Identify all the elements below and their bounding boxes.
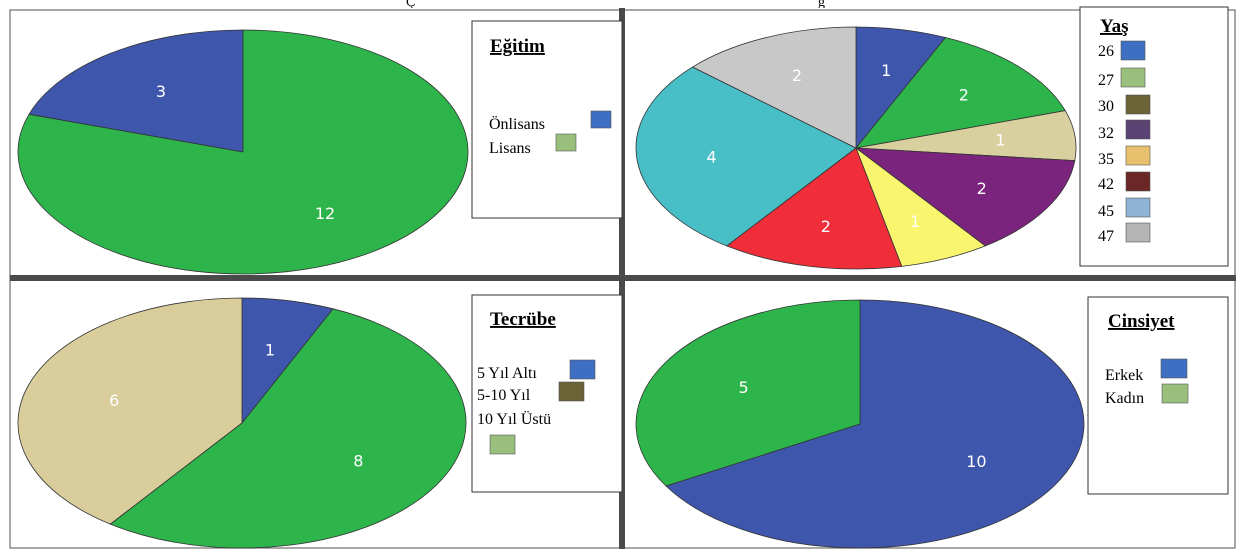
legend-label-2-5: 35 bbox=[1098, 151, 1114, 168]
legend-label-2-4: 32 bbox=[1098, 125, 1114, 142]
legend-swatch-2-8 bbox=[1125, 222, 1151, 243]
legend-swatch-1-2 bbox=[555, 133, 577, 152]
legend-swatch-2-6 bbox=[1125, 171, 1151, 192]
legend-swatch-3-1 bbox=[569, 359, 596, 380]
legend-swatch-2-1 bbox=[1120, 40, 1146, 61]
legend-box-yas bbox=[1079, 6, 1229, 267]
legend-swatch-1-1 bbox=[590, 110, 612, 129]
data-label-4-2: 5 bbox=[739, 378, 749, 397]
legend-box-tecrube bbox=[471, 294, 623, 493]
legend-swatch-2-5 bbox=[1125, 145, 1151, 166]
pie-slice-1-1 bbox=[28, 29, 244, 153]
data-label-2-6: 2 bbox=[821, 217, 831, 236]
data-label-3-3: 6 bbox=[109, 391, 119, 410]
legend-label-2-8: 47 bbox=[1098, 228, 1114, 245]
data-label-4-1: 10 bbox=[966, 452, 986, 471]
legend-swatch-2-4 bbox=[1125, 119, 1151, 140]
legend-title-2: Yaş bbox=[1100, 16, 1129, 37]
pie-slice-2-6 bbox=[725, 147, 903, 270]
legend-swatch-4-1 bbox=[1160, 358, 1188, 379]
legend-label-2-2: 27 bbox=[1098, 72, 1114, 89]
legend-title-3: Tecrübe bbox=[490, 309, 556, 330]
pie-slice-3-2 bbox=[109, 308, 467, 549]
legend-label-2-3: 30 bbox=[1098, 98, 1114, 115]
pie-slice-2-2 bbox=[855, 37, 1066, 149]
legend-swatch-3-3 bbox=[489, 434, 516, 455]
data-label-2-4: 2 bbox=[977, 179, 987, 198]
legend-label-3-1: 5 Yıl Altı bbox=[477, 365, 537, 382]
legend-swatch-2-2 bbox=[1120, 67, 1146, 88]
legend-label-4-1: Erkek bbox=[1105, 367, 1143, 384]
legend-label-1-2: Lisans bbox=[489, 140, 531, 157]
legend-swatch-2-7 bbox=[1125, 197, 1151, 218]
legend-box-cinsiyet bbox=[1087, 296, 1229, 495]
pie-slice-4-2 bbox=[635, 299, 861, 487]
data-label-2-2: 2 bbox=[959, 86, 969, 105]
pie-slice-2-7 bbox=[635, 66, 857, 247]
legend-swatch-4-2 bbox=[1161, 383, 1189, 404]
data-label-3-2: 8 bbox=[353, 452, 363, 471]
data-label-2-5: 1 bbox=[910, 212, 920, 231]
data-label-1-1: 3 bbox=[156, 82, 166, 101]
legend-label-2-1: 26 bbox=[1098, 43, 1114, 60]
legend-swatch-3-2 bbox=[558, 381, 585, 402]
pie-slice-2-4 bbox=[854, 147, 1076, 247]
legend-swatch-2-3 bbox=[1125, 94, 1151, 115]
legend-label-3-3: 10 Yıl Üstü bbox=[477, 410, 551, 428]
pie-slice-2-8 bbox=[691, 26, 857, 149]
data-label-2-1: 1 bbox=[881, 61, 891, 80]
pie-slice-1-2 bbox=[17, 29, 469, 275]
legend-title-1: Eğitim bbox=[490, 36, 545, 57]
pie-slice-3-3 bbox=[17, 297, 243, 525]
legend-label-2-7: 45 bbox=[1098, 203, 1114, 220]
data-label-3-1: 1 bbox=[265, 341, 275, 360]
legend-title-4: Cinsiyet bbox=[1108, 311, 1175, 332]
data-label-2-8: 2 bbox=[792, 66, 802, 85]
data-label-2-7: 4 bbox=[707, 147, 717, 166]
caption-fragment-left: Ç bbox=[406, 0, 416, 8]
data-label-2-3: 1 bbox=[995, 131, 1005, 150]
caption-fragment-right: g bbox=[818, 0, 825, 8]
legend-label-3-2: 5-10 Yıl bbox=[477, 387, 531, 404]
legend-label-1-1: Önlisans bbox=[489, 115, 545, 133]
pie-slice-4-1 bbox=[665, 299, 1085, 549]
legend-label-4-2: Kadın bbox=[1105, 390, 1144, 407]
legend-label-2-6: 42 bbox=[1098, 176, 1114, 193]
data-label-1-2: 12 bbox=[315, 204, 335, 223]
